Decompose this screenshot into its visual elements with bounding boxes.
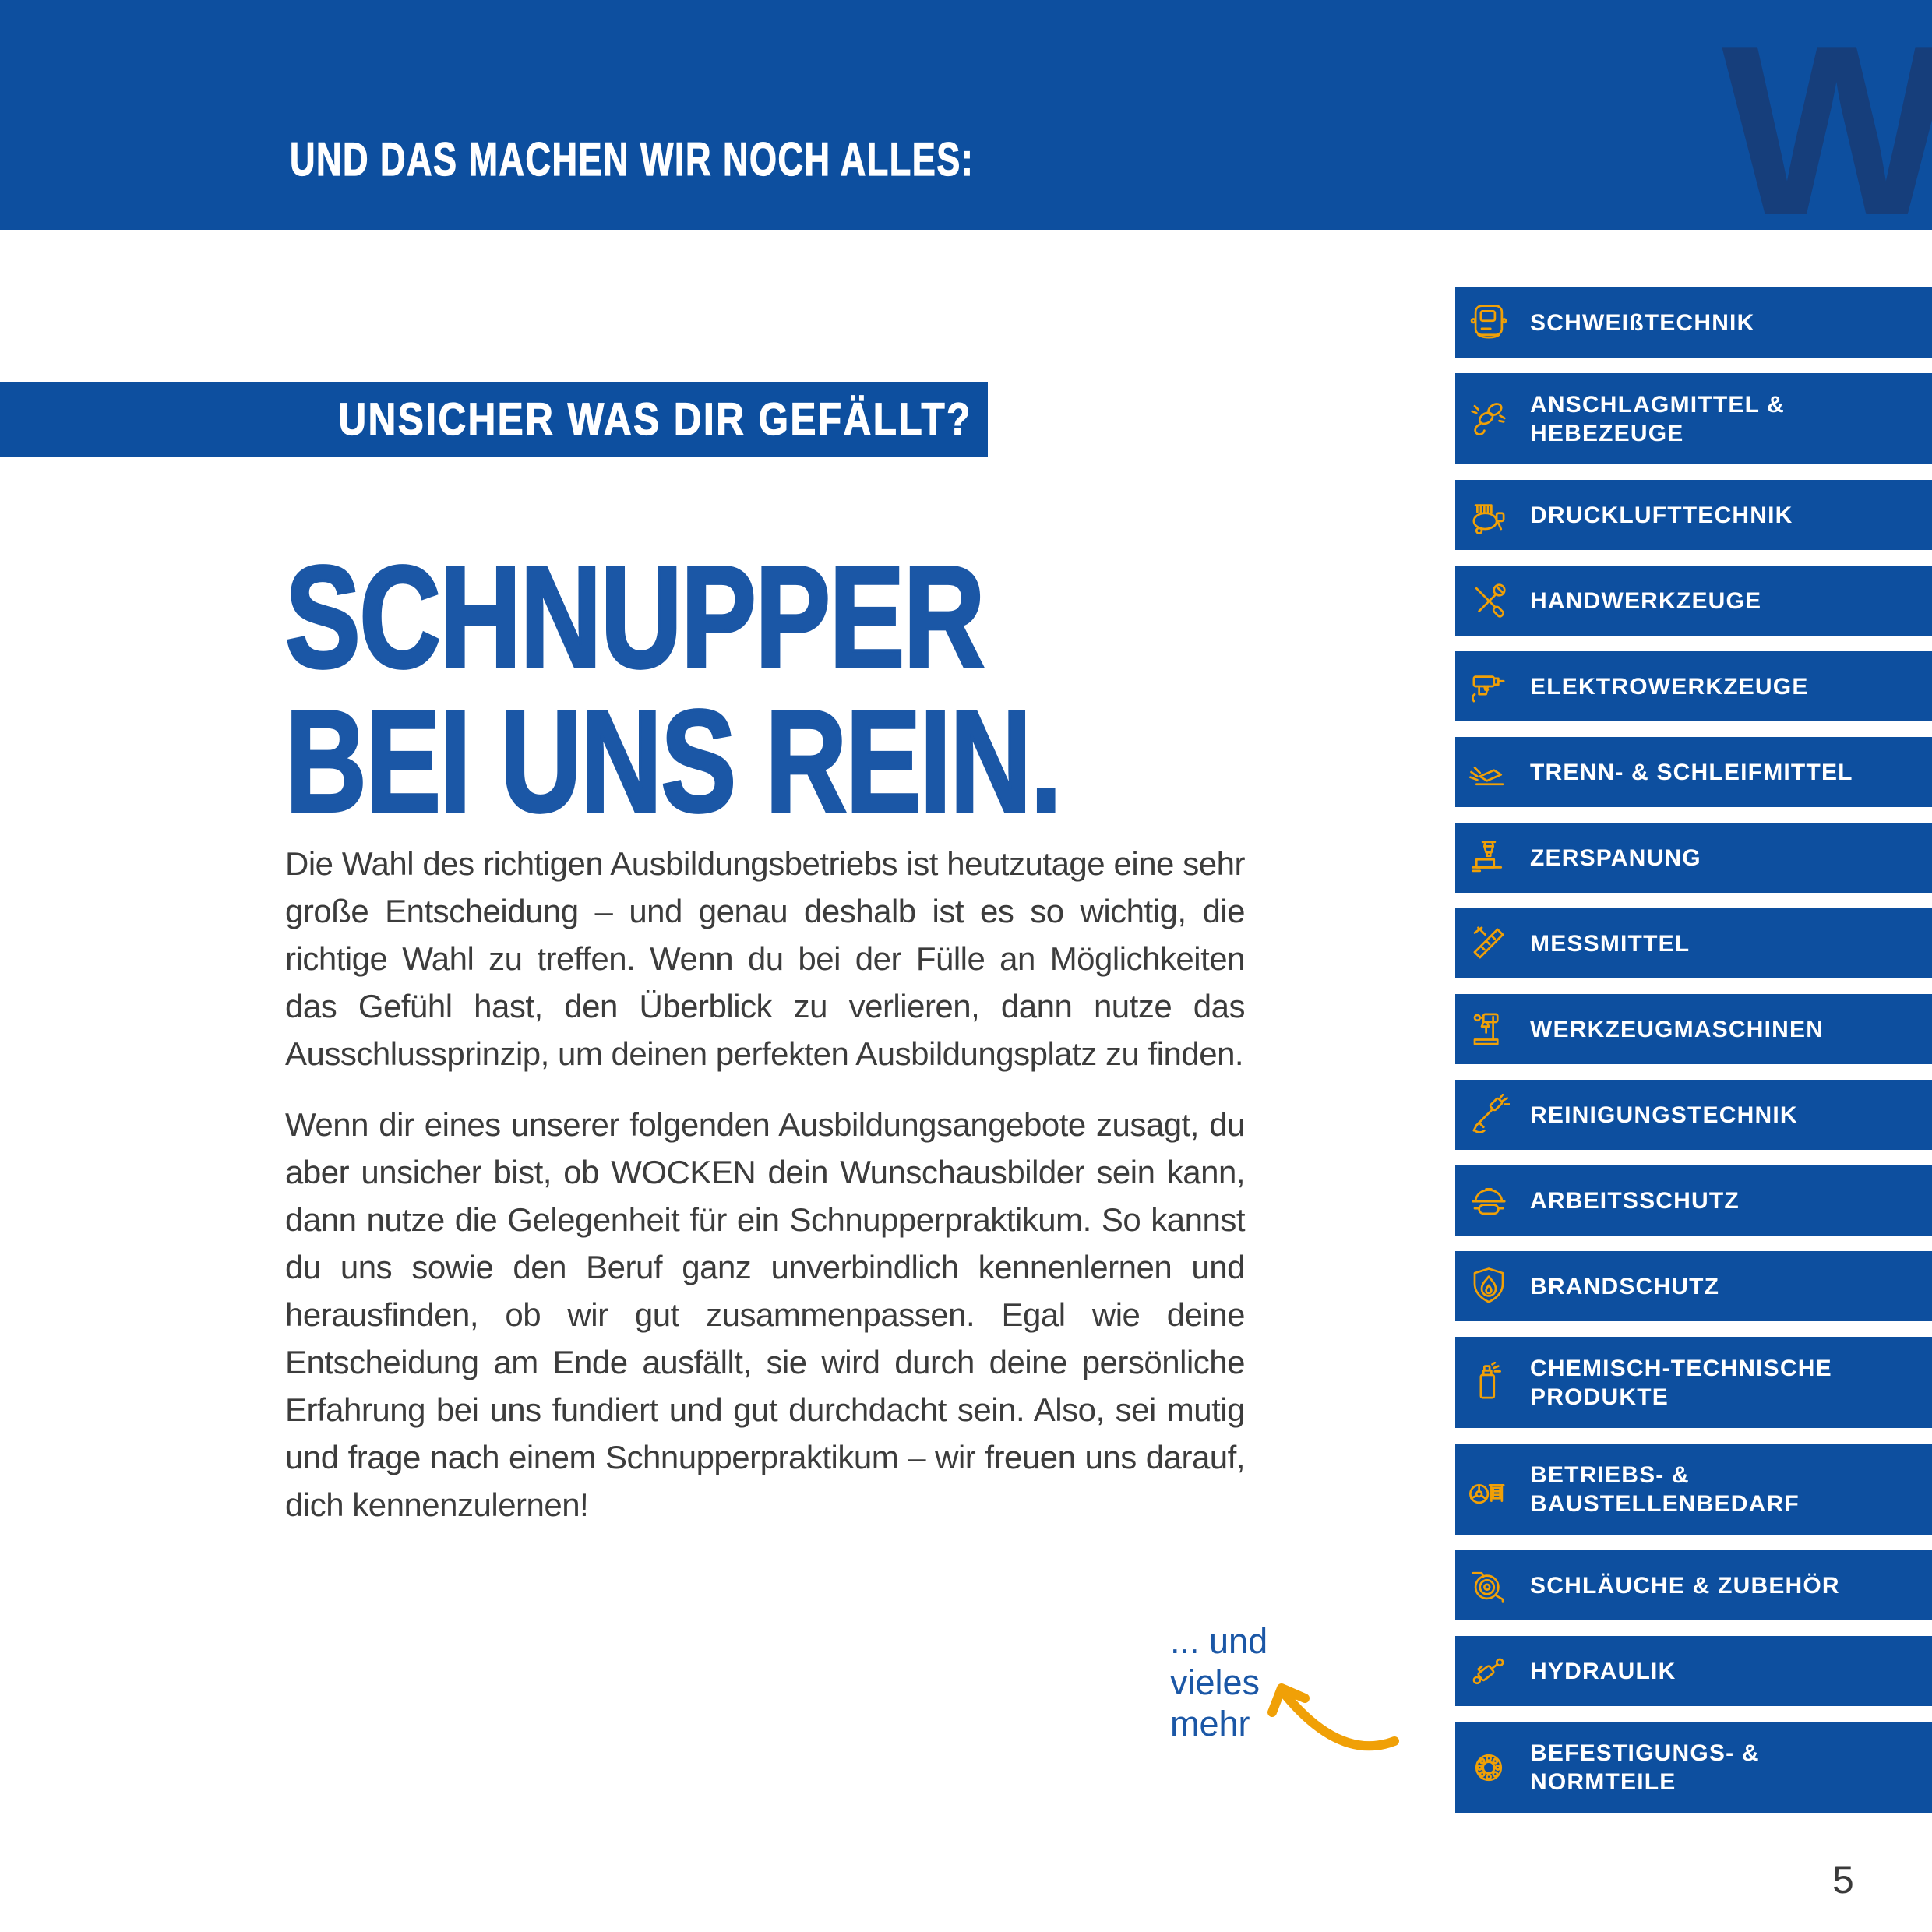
category-bar-spray-can: CHEMISCH-TECHNISCHE PRODUKTE bbox=[1455, 1337, 1932, 1428]
more-note-line2: vieles bbox=[1170, 1662, 1260, 1702]
fan-cabinet-icon bbox=[1468, 1468, 1510, 1511]
body-text: Die Wahl des richtigen Ausbildungsbetrie… bbox=[285, 840, 1246, 1552]
category-bar-hydraulic-cylinder: HYDRAULIK bbox=[1455, 1636, 1932, 1706]
category-bar-hose-reel: SCHLÄUCHE & ZUBEHÖR bbox=[1455, 1550, 1932, 1620]
power-drill-icon bbox=[1468, 665, 1510, 707]
header-title: UND DAS MACHEN WIR NOCH ALLES: bbox=[290, 133, 975, 185]
paragraph-2: Wenn dir eines unserer folgenden Ausbild… bbox=[285, 1106, 1246, 1523]
category-bar-drill-press: WERKZEUGMASCHINEN bbox=[1455, 994, 1932, 1064]
category-bar-ball-bearing: BEFESTIGUNGS- & NORMTEILE bbox=[1455, 1722, 1932, 1813]
category-bar-caliper-ruler: MESSMITTEL bbox=[1455, 908, 1932, 978]
category-label: HYDRAULIK bbox=[1530, 1658, 1676, 1684]
category-label: BRANDSCHUTZ bbox=[1530, 1273, 1720, 1299]
category-label: BETRIEBS- & BAUSTELLENBEDARF bbox=[1530, 1461, 1800, 1517]
category-bar-hand-tools: HANDWERKZEUGE bbox=[1455, 566, 1932, 636]
drill-press-icon bbox=[1468, 1008, 1510, 1050]
category-label: ARBEITSSCHUTZ bbox=[1530, 1187, 1740, 1214]
paragraph-1: Die Wahl des richtigen Ausbildungsbetrie… bbox=[285, 845, 1246, 1072]
question-banner: UNSICHER WAS DIR GEFÄLLT? bbox=[0, 382, 988, 457]
ball-bearing-icon bbox=[1468, 1747, 1510, 1789]
caliper-ruler-icon bbox=[1468, 922, 1510, 964]
more-note-line3: mehr bbox=[1170, 1704, 1250, 1743]
header-bar: UND DAS MACHEN WIR NOCH ALLES: W bbox=[0, 0, 1932, 230]
grinding-disc-icon bbox=[1468, 751, 1510, 793]
category-bar-fan-cabinet: BETRIEBS- & BAUSTELLENBEDARF bbox=[1455, 1444, 1932, 1535]
category-label: ANSCHLAGMITTEL & HEBEZEUGE bbox=[1530, 391, 1785, 446]
hose-reel-icon bbox=[1468, 1564, 1510, 1606]
more-note-line1: ... und bbox=[1170, 1621, 1268, 1661]
category-label: DRUCKLUFTTECHNIK bbox=[1530, 502, 1793, 528]
category-bar-chain-hook: ANSCHLAGMITTEL & HEBEZEUGE bbox=[1455, 373, 1932, 464]
page-number: 5 bbox=[1832, 1858, 1854, 1902]
category-label: SCHLÄUCHE & ZUBEHÖR bbox=[1530, 1572, 1840, 1599]
category-label: REINIGUNGSTECHNIK bbox=[1530, 1102, 1798, 1128]
category-bar-grinding-disc: TRENN- & SCHLEIFMITTEL bbox=[1455, 737, 1932, 807]
page-title-line2: BEI UNS REIN. bbox=[284, 681, 1063, 842]
hydraulic-cylinder-icon bbox=[1468, 1650, 1510, 1692]
category-label: BEFESTIGUNGS- & NORMTEILE bbox=[1530, 1740, 1760, 1795]
hard-hat-icon bbox=[1468, 1179, 1510, 1222]
hand-tools-icon bbox=[1468, 580, 1510, 622]
wocken-w-watermark-logo: W bbox=[1722, 0, 1932, 230]
category-label: SCHWEIßTECHNIK bbox=[1530, 309, 1755, 336]
fire-shield-icon bbox=[1468, 1265, 1510, 1307]
pressure-washer-icon bbox=[1468, 1094, 1510, 1136]
more-note: ... und vieles mehr bbox=[1170, 1620, 1267, 1744]
category-bar-pressure-washer: REINIGUNGSTECHNIK bbox=[1455, 1080, 1932, 1150]
milling-machine-icon bbox=[1468, 837, 1510, 879]
page-title-line1: SCHNUPPER bbox=[284, 537, 986, 698]
category-bar-hard-hat: ARBEITSSCHUTZ bbox=[1455, 1165, 1932, 1236]
category-label: ELEKTROWERKZEUGE bbox=[1530, 673, 1809, 700]
category-bar-fire-shield: BRANDSCHUTZ bbox=[1455, 1251, 1932, 1321]
category-bar-power-drill: ELEKTROWERKZEUGE bbox=[1455, 651, 1932, 721]
question-banner-label: UNSICHER WAS DIR GEFÄLLT? bbox=[338, 393, 972, 445]
category-bar-compressor: DRUCKLUFTTECHNIK bbox=[1455, 480, 1932, 550]
category-label: HANDWERKZEUGE bbox=[1530, 587, 1762, 614]
page-title: SCHNUPPER BEI UNS REIN. bbox=[284, 537, 1063, 842]
category-label: CHEMISCH-TECHNISCHE PRODUKTE bbox=[1530, 1355, 1832, 1410]
category-label: ZERSPANUNG bbox=[1530, 844, 1701, 871]
compressor-icon bbox=[1468, 494, 1510, 536]
sidebar: SCHWEIßTECHNIK ANSCHLAGMITTEL & HEBEZEUGE… bbox=[1455, 287, 1932, 1813]
curved-arrow-icon bbox=[1267, 1683, 1399, 1751]
category-label: WERKZEUGMASCHINEN bbox=[1530, 1016, 1824, 1042]
category-label: MESSMITTEL bbox=[1530, 930, 1690, 957]
category-bar-welding-helmet: SCHWEIßTECHNIK bbox=[1455, 287, 1932, 358]
chain-hook-icon bbox=[1468, 398, 1510, 440]
category-label: TRENN- & SCHLEIFMITTEL bbox=[1530, 759, 1853, 785]
category-bar-milling-machine: ZERSPANUNG bbox=[1455, 823, 1932, 893]
spray-can-icon bbox=[1468, 1361, 1510, 1404]
welding-helmet-icon bbox=[1468, 301, 1510, 344]
